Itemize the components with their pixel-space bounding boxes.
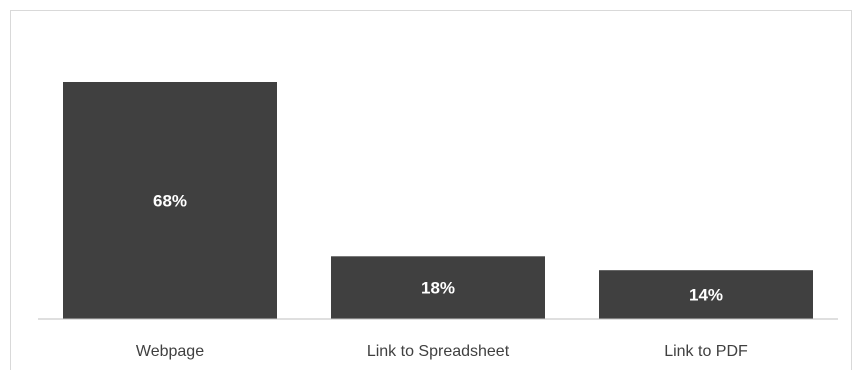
value-label: 68% [153,192,187,211]
category-labels-group: Webpage Link to Spreadsheet Link to PDF [136,343,748,360]
bar-webpage [63,82,277,319]
category-label: Link to PDF [664,343,748,360]
category-label: Link to Spreadsheet [367,343,510,360]
value-label: 14% [689,286,723,305]
value-label: 18% [421,279,455,298]
bar-link-to-spreadsheet [331,256,545,319]
bars-group [63,82,813,319]
value-labels-group: 68% 18% 14% [153,192,723,305]
bar-link-to-pdf [599,270,813,319]
category-label: Webpage [136,343,204,360]
